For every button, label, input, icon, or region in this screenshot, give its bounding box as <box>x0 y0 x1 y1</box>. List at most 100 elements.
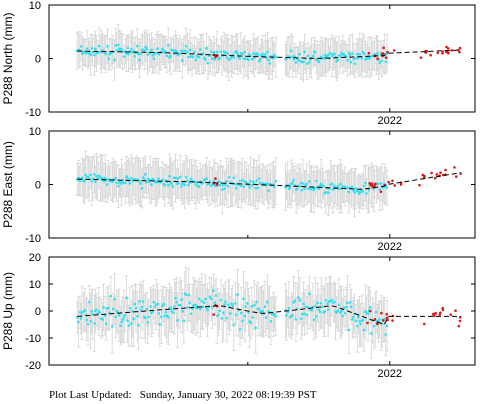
data-point <box>224 183 227 186</box>
data-point <box>107 306 110 310</box>
data-point <box>174 176 177 180</box>
data-point <box>161 178 164 182</box>
data-point <box>125 52 128 55</box>
y-axis-label: P288 Up (mm) <box>1 272 15 350</box>
data-point <box>187 55 190 59</box>
data-point <box>242 185 246 188</box>
data-point <box>114 176 118 180</box>
data-point <box>188 301 191 305</box>
data-point <box>323 310 326 313</box>
data-point <box>228 312 232 315</box>
data-point <box>208 180 212 183</box>
data-point <box>216 313 220 317</box>
data-point <box>219 50 223 54</box>
data-point <box>139 308 143 312</box>
data-point <box>302 60 305 64</box>
data-point <box>209 50 213 54</box>
data-point <box>126 176 130 180</box>
data-point <box>157 312 161 315</box>
data-point <box>133 302 137 306</box>
data-point <box>326 308 330 311</box>
data-point <box>181 182 184 186</box>
rapid-point <box>446 47 450 50</box>
data-point <box>236 293 239 296</box>
data-point <box>358 320 361 323</box>
data-point <box>234 302 237 305</box>
data-point <box>238 179 242 183</box>
data-point <box>117 184 120 188</box>
data-point <box>140 305 144 309</box>
data-point <box>263 53 267 56</box>
plot-area <box>75 267 462 359</box>
data-point <box>167 316 170 319</box>
data-point <box>223 187 226 190</box>
data-point <box>184 44 188 48</box>
trend-line <box>77 49 461 59</box>
data-point <box>212 50 216 54</box>
y-axis-label: P288 North (mm) <box>1 12 15 104</box>
data-point <box>93 172 96 176</box>
data-point <box>232 176 236 179</box>
data-point <box>144 45 148 49</box>
data-point <box>175 50 178 53</box>
data-point <box>369 332 373 335</box>
data-point <box>343 311 347 315</box>
data-point <box>324 298 328 302</box>
data-point <box>356 56 360 60</box>
data-point <box>128 182 132 185</box>
data-point <box>336 309 340 313</box>
data-point <box>314 315 318 318</box>
data-point <box>97 44 101 48</box>
data-point <box>353 191 356 194</box>
data-point <box>243 314 247 318</box>
data-point <box>117 313 121 317</box>
data-point <box>138 299 141 303</box>
y-tick-label: 10 <box>29 126 41 138</box>
data-point <box>204 297 207 301</box>
data-point <box>105 183 109 186</box>
rapid-point <box>374 182 377 186</box>
data-point <box>254 326 258 330</box>
data-point <box>107 57 110 60</box>
data-point <box>306 187 310 190</box>
data-point <box>114 44 118 47</box>
data-point <box>165 314 169 318</box>
data-point <box>293 299 297 303</box>
data-point <box>257 177 261 180</box>
data-point <box>291 181 295 184</box>
data-point <box>341 314 344 318</box>
data-point <box>269 320 273 323</box>
data-point <box>206 61 210 65</box>
rapid-point <box>373 184 376 188</box>
data-point <box>349 305 353 309</box>
data-point <box>301 312 304 316</box>
data-point <box>115 48 119 52</box>
rapid-point <box>385 312 389 316</box>
data-point <box>156 47 159 50</box>
data-point <box>178 52 182 55</box>
data-point <box>292 178 295 182</box>
data-point <box>167 183 170 187</box>
data-point <box>162 302 166 306</box>
data-point <box>252 52 255 55</box>
rapid-point <box>458 319 462 323</box>
footer-label: Plot Last Updated: <box>49 389 132 401</box>
data-point <box>241 52 244 56</box>
data-point <box>235 186 238 190</box>
data-point <box>288 186 292 190</box>
data-point <box>359 322 362 326</box>
data-point <box>360 57 364 60</box>
data-point <box>255 179 258 182</box>
data-point <box>380 59 384 63</box>
data-point <box>354 56 358 60</box>
data-point <box>180 298 183 301</box>
data-point <box>205 306 209 310</box>
y-tick-label: -10 <box>25 107 41 119</box>
data-point <box>326 302 329 305</box>
data-point <box>85 47 89 50</box>
data-point <box>170 182 173 186</box>
data-point <box>103 176 107 180</box>
data-point <box>114 315 118 319</box>
data-point <box>223 303 226 306</box>
data-point <box>189 312 193 316</box>
